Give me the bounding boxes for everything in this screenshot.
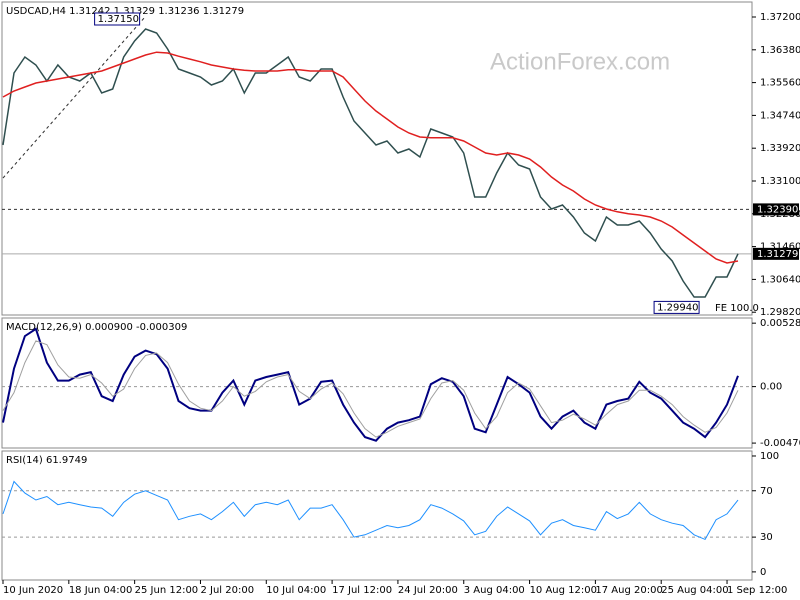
annotation-label: 1.29940 [657, 302, 698, 313]
watermark: ActionForex.com [490, 48, 670, 75]
y-tick-label: 1.35560 [760, 78, 800, 89]
y-tick-label: 1.31460 [760, 242, 800, 253]
level-label: 1.31279 [757, 249, 798, 260]
series-line [2, 327, 739, 442]
x-tick-label: 25 Aug 04:00 [661, 585, 728, 596]
y-tick-label: 70 [760, 486, 773, 497]
series-line [2, 28, 739, 298]
annotation-box [653, 300, 700, 314]
x-tick-label: 17 Jul 12:00 [332, 585, 392, 596]
x-tick-label: 24 Jul 20:00 [398, 585, 458, 596]
x-tick-label: 10 Aug 12:00 [530, 585, 597, 596]
y-tick-label: 1.33100 [760, 176, 800, 187]
level-box [753, 203, 799, 216]
panel-title: RSI(14) 61.9749 [6, 455, 87, 466]
x-tick-label: 17 Aug 20:00 [595, 585, 662, 596]
y-tick-label: 1.36380 [760, 45, 800, 56]
panel-title: MACD(12,26,9) 0.000900 -0.000309 [6, 322, 187, 333]
y-tick-label: -0.004701 [760, 438, 800, 449]
annotation-box [94, 12, 141, 26]
series-line [2, 340, 739, 438]
level-label: 1.32390 [757, 204, 798, 215]
series-line [2, 480, 739, 541]
panel-frame [1, 450, 753, 581]
y-tick-label: 0.00 [760, 382, 782, 393]
fe-label: FE 100.0 [715, 303, 759, 314]
level-box [753, 247, 799, 260]
y-tick-label: 0.00528 [760, 318, 800, 329]
x-tick-label: 3 Aug 04:00 [464, 585, 525, 596]
panel-title: USDCAD,H4 1.31242 1.31329 1.31236 1.3127… [6, 6, 244, 17]
y-tick-label: 1.29820 [760, 307, 800, 318]
x-tick-label: 18 Jun 04:00 [69, 585, 133, 596]
y-tick-label: 100 [760, 451, 779, 462]
y-tick-label: 1.37200 [760, 12, 800, 23]
panel-frame [1, 317, 753, 449]
panel-frame [1, 1, 753, 316]
x-tick-label: 2 Jul 20:00 [200, 585, 254, 596]
series-line [2, 51, 739, 264]
y-tick-label: 30 [760, 532, 773, 543]
y-tick-label: 0 [760, 567, 766, 578]
annotation-label: 1.37150 [98, 14, 139, 25]
x-tick-label: 10 Jul 04:00 [266, 585, 326, 596]
fibo-line [2, 16, 146, 179]
y-tick-label: 1.30640 [760, 274, 800, 285]
x-tick-label: 1 Sep 12:00 [727, 585, 787, 596]
x-tick-label: 25 Jun 12:00 [135, 585, 199, 596]
x-tick-label: 10 Jun 2020 [3, 585, 63, 596]
y-tick-label: 1.34740 [760, 110, 800, 121]
y-tick-label: 1.33920 [760, 143, 800, 154]
